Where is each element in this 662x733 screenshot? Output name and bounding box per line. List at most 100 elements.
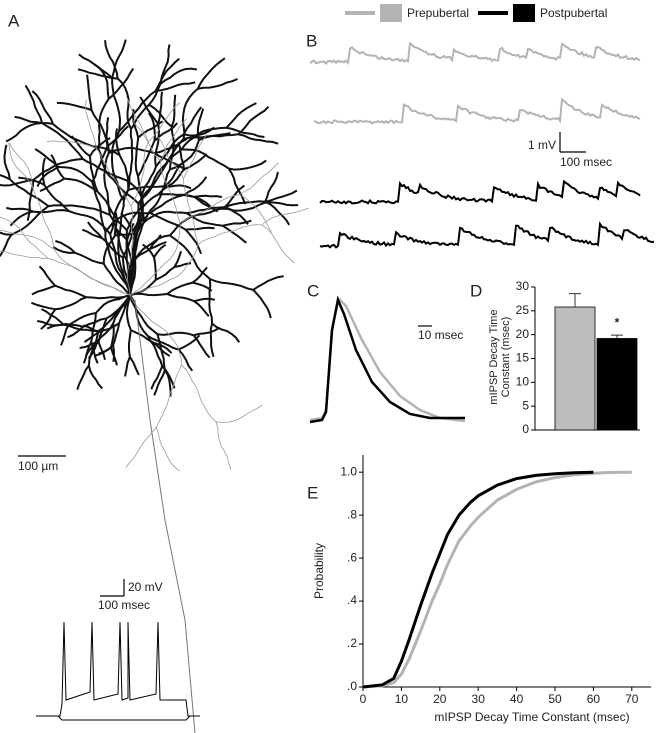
y-tick-label: 5 [522, 398, 529, 412]
neurite [154, 123, 161, 167]
neurite [150, 365, 164, 390]
neurite [97, 98, 110, 149]
neurite [86, 294, 131, 300]
neurite [91, 145, 109, 183]
neurite [155, 427, 180, 472]
neurite [129, 294, 159, 336]
legend-label: Prepubertal [407, 6, 469, 20]
neurite [184, 228, 203, 255]
neurite [89, 156, 99, 193]
neurite [153, 257, 157, 280]
neurite [110, 347, 118, 366]
neurite [129, 198, 144, 296]
neurite [220, 200, 266, 210]
neurite [153, 243, 167, 258]
neurite [160, 161, 181, 226]
scale-label: 100 msec [560, 155, 612, 169]
neurite [82, 158, 144, 200]
neurite [74, 251, 104, 265]
neurite [227, 168, 247, 205]
neurite [87, 221, 103, 239]
y-axis-label: Probability [312, 543, 326, 599]
neurite [149, 241, 167, 250]
neurite [129, 294, 182, 365]
neurite [183, 126, 215, 137]
neurite [126, 222, 135, 241]
neurite [134, 137, 140, 177]
neurite [97, 317, 108, 343]
neurite [31, 185, 55, 250]
neurite [41, 122, 84, 160]
neurite [64, 177, 99, 193]
neurite [48, 204, 111, 216]
neurite [263, 171, 279, 204]
scale-label: 1 mV [528, 138, 556, 152]
neurite [139, 96, 159, 125]
neurite [14, 115, 54, 125]
y-tick-label: 0 [522, 422, 529, 436]
neurite [160, 118, 188, 162]
neurite [108, 67, 135, 100]
neurite [96, 191, 128, 231]
neurite [101, 237, 124, 259]
annotation: * [615, 315, 620, 329]
neurite [106, 294, 131, 320]
y-tick-label: 25 [516, 303, 530, 317]
x-tick-label: 20 [433, 692, 447, 706]
neurite [211, 322, 241, 343]
neurite [159, 44, 171, 85]
neurite [237, 133, 279, 145]
neurite [111, 77, 122, 132]
neurite [261, 207, 309, 226]
neurite [149, 193, 185, 214]
neurite [164, 369, 172, 397]
neurite [169, 139, 200, 171]
neurite [186, 206, 225, 215]
neurite [126, 96, 149, 142]
neurite [55, 296, 87, 311]
neurite [239, 194, 272, 233]
neurite [183, 176, 208, 196]
neurite [33, 209, 70, 214]
neurite [113, 212, 118, 236]
x-tick-label: 60 [587, 692, 601, 706]
neurite [153, 152, 187, 171]
neurite [52, 245, 76, 254]
neurite [264, 200, 291, 226]
neurite [85, 99, 97, 149]
neurite [183, 153, 208, 171]
neurite [142, 243, 155, 258]
panel-label: D [470, 281, 482, 300]
neurite [224, 206, 249, 225]
neurite [191, 266, 208, 284]
neurite [39, 177, 65, 193]
neurite [129, 244, 199, 296]
neurite [148, 103, 173, 128]
neurite [209, 323, 215, 358]
neurite [182, 133, 208, 179]
y-tick-label: 20 [516, 327, 530, 341]
neurite [67, 326, 84, 339]
neurite [128, 185, 165, 192]
x-tick-label: 30 [472, 692, 486, 706]
neurite [193, 196, 219, 213]
neurite [166, 281, 193, 295]
legend-label: Postpubertal [540, 6, 607, 20]
neurite [102, 263, 131, 296]
error-bar [569, 293, 581, 308]
scale-bars [18, 132, 586, 597]
neurite [222, 224, 247, 244]
neurite [132, 214, 149, 232]
neurite [154, 342, 173, 354]
x-tick-label: 70 [625, 692, 639, 706]
neurite [193, 297, 216, 303]
neurite [265, 189, 298, 203]
neurite [96, 148, 132, 207]
neurite [147, 102, 181, 143]
x-axis-label: mIPSP Decay Time Constant (msec) [434, 710, 629, 724]
neurite [126, 193, 159, 231]
neurite [252, 289, 272, 319]
neurite [128, 329, 132, 357]
